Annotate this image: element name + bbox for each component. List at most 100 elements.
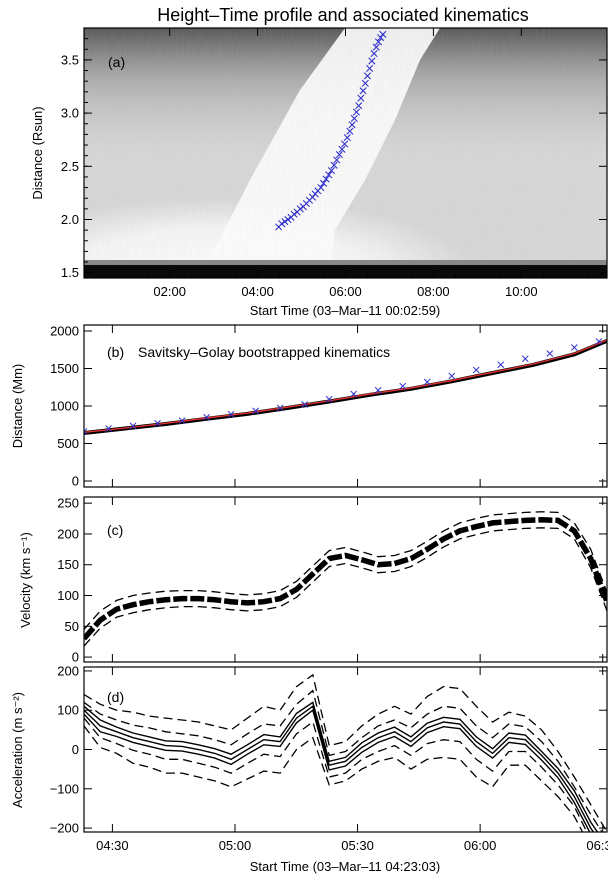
- acceleration-error-line: [84, 673, 607, 832]
- distance-point: [399, 382, 407, 390]
- distance-fit-line: [84, 339, 607, 433]
- panel-c-ytick-label: 50: [65, 619, 79, 634]
- height-time-point: [352, 108, 361, 116]
- distance-point: [497, 361, 505, 369]
- panel-d-ylabel: Acceleration (m s⁻²): [10, 692, 25, 808]
- panel-a-ytick-label: 2.0: [61, 212, 79, 227]
- panel-c-ylabel: Velocity (km s⁻¹): [18, 532, 33, 628]
- panel-b-ytick-label: 1500: [50, 361, 79, 376]
- figure-title: Height–Time profile and associated kinem…: [157, 5, 529, 25]
- panel-d-axes: −200 −100 0 100 200 04:30 05:00 05:30 06:00 06:30: [50, 663, 608, 853]
- distance-point: [570, 344, 578, 351]
- panel-c: 0 50 100 150 200 250 (c) Velocity (km s⁻¹): [18, 496, 608, 665]
- height-time-point: [338, 145, 346, 153]
- panel-d-ytick-label: −200: [50, 821, 79, 836]
- panel-a-tag: (a): [108, 54, 125, 70]
- distance-point: [472, 366, 480, 374]
- distance-point: [448, 372, 456, 380]
- panel-b-annotation: Savitsky–Golay bootstrapped kinematics: [138, 344, 390, 360]
- panel-a: 1.5 2.0 2.5 3.0 3.5 02:00 04:00 06:00 08:00 10:00…: [30, 27, 608, 318]
- panel-b-ytick-label: 1000: [50, 399, 79, 414]
- panel-b-axes: 0 500 1000 1500 2000: [50, 324, 607, 489]
- image-noise: [84, 28, 607, 278]
- height-time-point: [317, 183, 325, 192]
- panel-d-xtick-label: 05:30: [341, 838, 374, 853]
- acceleration-line: [84, 701, 599, 832]
- panel-c-ytick-label: 250: [57, 496, 79, 511]
- distance-point: [105, 425, 112, 432]
- height-time-point: [322, 175, 330, 183]
- height-time-point: [377, 33, 385, 42]
- distance-point: [129, 422, 137, 430]
- panel-b-ytick-label: 0: [72, 474, 79, 489]
- panel-d-xtick-label: 04:30: [96, 838, 129, 853]
- velocity-error-line: [84, 527, 607, 647]
- height-time-point: [343, 133, 351, 142]
- height-time-point: [319, 179, 328, 187]
- height-time-point: [350, 114, 358, 123]
- panel-d-ytick-label: −100: [50, 781, 79, 796]
- height-time-point: [368, 57, 376, 65]
- panel-c-ytick-label: 200: [57, 526, 79, 541]
- panel-d-xtick-label: 06:00: [464, 838, 497, 853]
- panel-d-tag: (d): [107, 689, 124, 705]
- acceleration-line: [84, 705, 595, 832]
- height-time-point: [296, 205, 304, 213]
- panel-a-image: [84, 28, 607, 278]
- velocity-line: [84, 517, 607, 641]
- height-time-point: [290, 210, 298, 218]
- height-time-point: [333, 156, 341, 164]
- height-time-point: [330, 161, 338, 169]
- panel-c-frame: [83, 496, 608, 663]
- panel-c-ytick-label: 0: [72, 650, 79, 665]
- panel-a-ytick-label: 2.5: [61, 159, 79, 174]
- height-time-point: [374, 38, 383, 46]
- height-time-point: [281, 218, 289, 226]
- panel-a-xtick-label: 06:00: [329, 284, 362, 299]
- image-bottom-edge: [84, 260, 607, 265]
- panel-c-tag: (c): [107, 522, 123, 538]
- panel-d-marks: [84, 673, 607, 832]
- panel-b-ytick-label: 2000: [50, 324, 79, 339]
- panel-c-ytick-label: 100: [57, 588, 79, 603]
- distance-point: [350, 390, 358, 398]
- distance-fit-band: [84, 338, 607, 435]
- panel-a-ytick-label: 3.0: [61, 106, 79, 121]
- panel-b-ylabel: Distance (Mm): [10, 364, 25, 449]
- panel-d-xtick-label: 06:30: [586, 838, 608, 853]
- panel-b-marks: [84, 338, 607, 435]
- height-time-point: [361, 79, 369, 87]
- distance-point: [301, 401, 308, 408]
- panel-a-xtick-label: 02:00: [153, 284, 186, 299]
- height-time-point: [284, 215, 292, 224]
- panel-a-xlabel: Start Time (03–Mar–11 00:02:59): [250, 303, 441, 318]
- distance-point: [203, 413, 210, 421]
- height-time-point: [278, 220, 286, 228]
- distance-point: [521, 355, 529, 363]
- height-time-point: [363, 72, 372, 80]
- panel-a-ylabel: Distance (Rsun): [30, 106, 45, 199]
- acceleration-error-line: [84, 717, 588, 832]
- distance-point: [595, 338, 603, 345]
- distance-point: [252, 407, 259, 415]
- distance-point: [423, 378, 431, 386]
- panel-b-ytick-label: 500: [57, 436, 79, 451]
- height-time-point: [355, 102, 363, 110]
- panel-d-xlabel: Start Time (03–Mar–11 04:23:03): [250, 859, 441, 874]
- distance-point: [325, 395, 333, 403]
- panel-a-ytick-label: 3.5: [61, 52, 79, 67]
- panel-d-ytick-label: 200: [57, 663, 79, 678]
- height-time-point: [357, 94, 365, 102]
- panel-d: −200 −100 0 100 200 04:30 05:00 05:30 06:00 06:30…: [10, 663, 608, 874]
- panel-c-axes: 0 50 100 150 200 250: [57, 496, 607, 665]
- acceleration-error-line: [84, 689, 603, 832]
- panel-a-marks: [275, 30, 387, 231]
- panel-d-ytick-label: 100: [57, 703, 79, 718]
- height-time-point: [335, 151, 343, 159]
- distance-point: [546, 350, 554, 357]
- height-time-point: [341, 140, 349, 148]
- panel-d-ytick-label: 0: [72, 742, 79, 757]
- distance-point: [374, 386, 382, 394]
- panel-c-marks: [84, 511, 607, 647]
